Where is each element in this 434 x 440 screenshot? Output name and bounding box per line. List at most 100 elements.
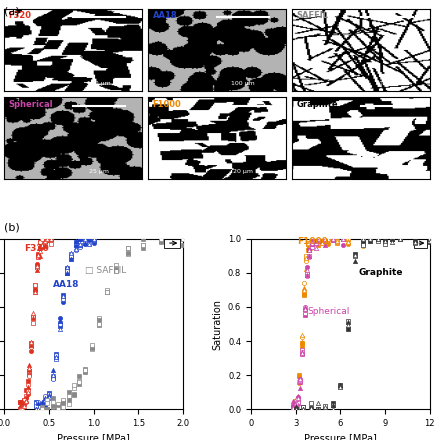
Point: [17, 403, 24, 410]
Point: [90, 235, 97, 242]
Text: 25 µm: 25 µm: [89, 169, 109, 174]
Point: [290, 405, 297, 412]
Point: [56, 314, 63, 321]
Point: [292, 402, 299, 409]
Point: [77, 243, 84, 250]
Point: [20, 399, 27, 406]
Point: [367, 236, 374, 243]
Point: [325, 237, 332, 244]
Point: [322, 406, 329, 413]
Point: [60, 293, 67, 300]
Point: [17, 404, 24, 411]
Point: [71, 385, 78, 392]
Point: [306, 253, 312, 260]
Point: [359, 237, 366, 244]
Point: [294, 393, 301, 400]
Point: [63, 270, 70, 277]
Point: [296, 373, 303, 380]
Point: [374, 238, 381, 245]
Point: [426, 235, 433, 242]
Point: [112, 268, 119, 275]
Point: [352, 251, 358, 258]
Point: [86, 236, 93, 243]
Point: [381, 235, 388, 242]
Point: [72, 242, 79, 249]
Point: [56, 323, 63, 330]
Point: [322, 235, 329, 242]
Point: [17, 398, 24, 405]
Point: [292, 400, 299, 407]
Point: [325, 236, 332, 243]
Point: [20, 401, 27, 408]
Point: [298, 343, 305, 350]
Point: [38, 403, 45, 410]
Point: [139, 242, 146, 249]
Point: [367, 235, 374, 242]
Point: [344, 318, 351, 325]
Point: [316, 237, 323, 244]
Text: SAFFIL: SAFFIL: [296, 11, 329, 20]
Point: [42, 403, 49, 410]
Point: [20, 396, 27, 403]
Point: [24, 387, 31, 394]
Point: [389, 238, 396, 245]
Point: [298, 338, 305, 345]
Point: [55, 400, 62, 407]
Point: [294, 398, 301, 405]
Text: F320: F320: [24, 244, 49, 253]
Point: [19, 404, 26, 411]
Point: [292, 406, 299, 413]
Point: [22, 399, 29, 406]
Y-axis label: Saturation: Saturation: [212, 298, 223, 349]
Point: [65, 392, 72, 399]
Point: [63, 270, 70, 277]
Point: [41, 235, 48, 242]
Point: [38, 398, 45, 405]
Point: [294, 400, 301, 407]
Point: [53, 352, 59, 359]
Point: [38, 404, 45, 411]
Point: [55, 402, 62, 409]
Point: [294, 403, 301, 410]
Point: [55, 406, 62, 413]
Text: (b): (b): [4, 222, 20, 232]
Point: [298, 339, 305, 346]
Point: [307, 242, 314, 249]
Point: [95, 320, 102, 327]
Point: [26, 364, 33, 371]
Point: [292, 395, 299, 402]
Point: [35, 251, 42, 258]
Point: [289, 404, 296, 411]
Point: [315, 241, 322, 248]
Point: [63, 267, 70, 274]
Point: [49, 373, 56, 380]
Point: [337, 381, 344, 389]
Text: 20 µm: 20 µm: [233, 169, 253, 174]
Point: [60, 397, 67, 404]
Point: [36, 252, 43, 259]
Point: [157, 235, 164, 242]
Point: [302, 255, 309, 262]
Point: [22, 397, 29, 404]
Point: [68, 251, 75, 258]
Point: [396, 235, 403, 242]
Point: [24, 391, 31, 398]
Point: [24, 389, 31, 396]
Point: [289, 402, 296, 409]
Point: [291, 402, 298, 409]
Point: [316, 236, 323, 243]
Point: [38, 235, 45, 242]
Point: [42, 393, 49, 400]
Point: [315, 406, 322, 413]
Point: [112, 265, 119, 272]
Point: [316, 235, 323, 242]
Point: [329, 235, 336, 242]
Point: [325, 235, 332, 242]
Point: [139, 235, 146, 242]
Point: [90, 240, 97, 247]
Point: [334, 237, 341, 244]
Point: [289, 404, 296, 411]
Point: [76, 373, 83, 380]
Point: [301, 309, 308, 316]
Point: [303, 270, 310, 277]
